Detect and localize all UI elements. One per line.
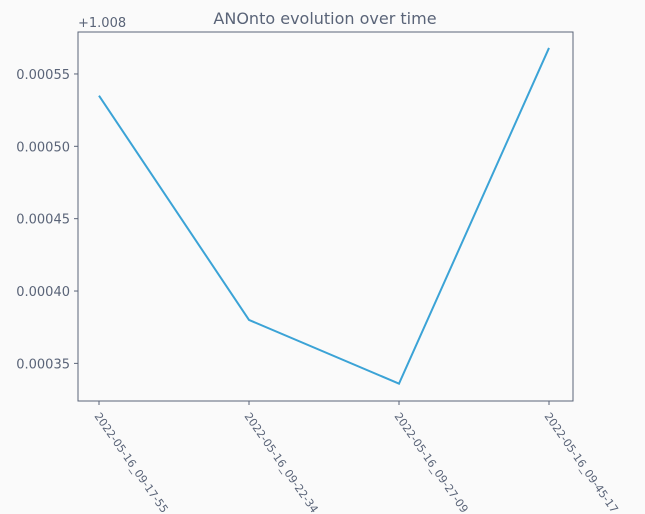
offset-label: +1.008 [78,16,126,31]
y-tick-label: 0.00045 [16,213,70,228]
y-tick-label: 0.00040 [16,285,70,300]
plot-frame [77,31,574,402]
y-tick-label: 0.00055 [16,68,70,83]
line [98,47,550,385]
y-tick-label: 0.00050 [16,140,70,155]
y-tick-label: 0.00035 [16,357,70,372]
chart-title: ANOnto evolution over time [213,9,436,28]
